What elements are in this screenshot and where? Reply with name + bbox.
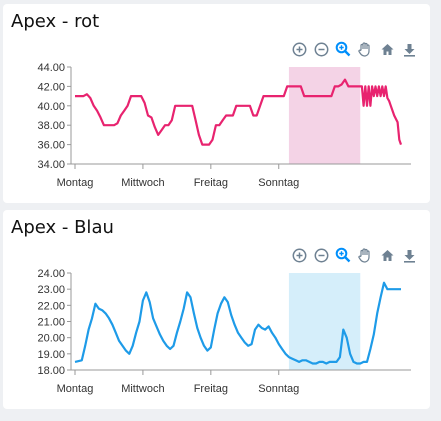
x-tick-label: Freitag — [194, 383, 228, 395]
line-chart-blau: 24.00 23.00 22.00 21.00 20.00 19.00 18.00 Monta… — [37, 268, 411, 395]
y-tick-label: 23.00 — [37, 284, 65, 296]
chart-card-rot: Apex - rot 44.00 42.00 40.00 38.00 36.00 34.0… — [3, 4, 430, 203]
x-tick-label: Montag — [57, 383, 94, 395]
pan-icon[interactable] — [356, 40, 374, 58]
pan-icon[interactable] — [356, 246, 374, 264]
chart-title: Apex - rot — [11, 11, 100, 32]
y-tick-label: 19.00 — [37, 349, 65, 361]
y-tick-label: 40.00 — [37, 101, 65, 113]
reset-home-icon[interactable] — [378, 246, 396, 264]
zoom-in-icon[interactable] — [290, 40, 308, 58]
x-tick-label: Sonntag — [258, 383, 299, 395]
line-chart-rot: 44.00 42.00 40.00 38.00 36.00 34.00 Montag Mitt… — [37, 62, 411, 189]
series-line — [75, 78, 403, 146]
chart-toolbar — [290, 246, 418, 264]
y-tick-label: 44.00 — [37, 62, 65, 74]
y-tick-label: 34.00 — [37, 159, 65, 171]
x-tick-label: Freitag — [194, 177, 228, 189]
chart-title: Apex - Blau — [11, 217, 114, 238]
reset-home-icon[interactable] — [378, 40, 396, 58]
y-tick-label: 21.00 — [37, 317, 65, 329]
chart-card-blau: Apex - Blau 24.00 23.00 22.00 21.00 20.00 19.… — [3, 210, 430, 409]
y-tick-label: 20.00 — [37, 333, 65, 345]
chart-toolbar — [290, 40, 418, 58]
zoom-in-icon[interactable] — [290, 246, 308, 264]
y-tick-label: 18.00 — [37, 365, 65, 377]
annotation-range — [288, 67, 361, 164]
x-tick-label: Montag — [57, 177, 94, 189]
download-icon[interactable] — [400, 246, 418, 264]
x-tick-label: Mittwoch — [121, 383, 164, 395]
series-line — [74, 281, 401, 365]
y-tick-label: 36.00 — [37, 140, 65, 152]
y-tick-label: 24.00 — [37, 268, 65, 280]
zoom-out-icon[interactable] — [312, 246, 330, 264]
zoom-out-icon[interactable] — [312, 40, 330, 58]
selection-zoom-icon[interactable] — [334, 40, 352, 58]
selection-zoom-icon[interactable] — [334, 246, 352, 264]
x-tick-label: Sonntag — [258, 177, 299, 189]
y-tick-label: 38.00 — [37, 120, 65, 132]
y-tick-label: 42.00 — [37, 81, 65, 93]
y-tick-label: 22.00 — [37, 300, 65, 312]
x-tick-label: Mittwoch — [121, 177, 164, 189]
annotation-range — [288, 273, 361, 370]
download-icon[interactable] — [400, 40, 418, 58]
